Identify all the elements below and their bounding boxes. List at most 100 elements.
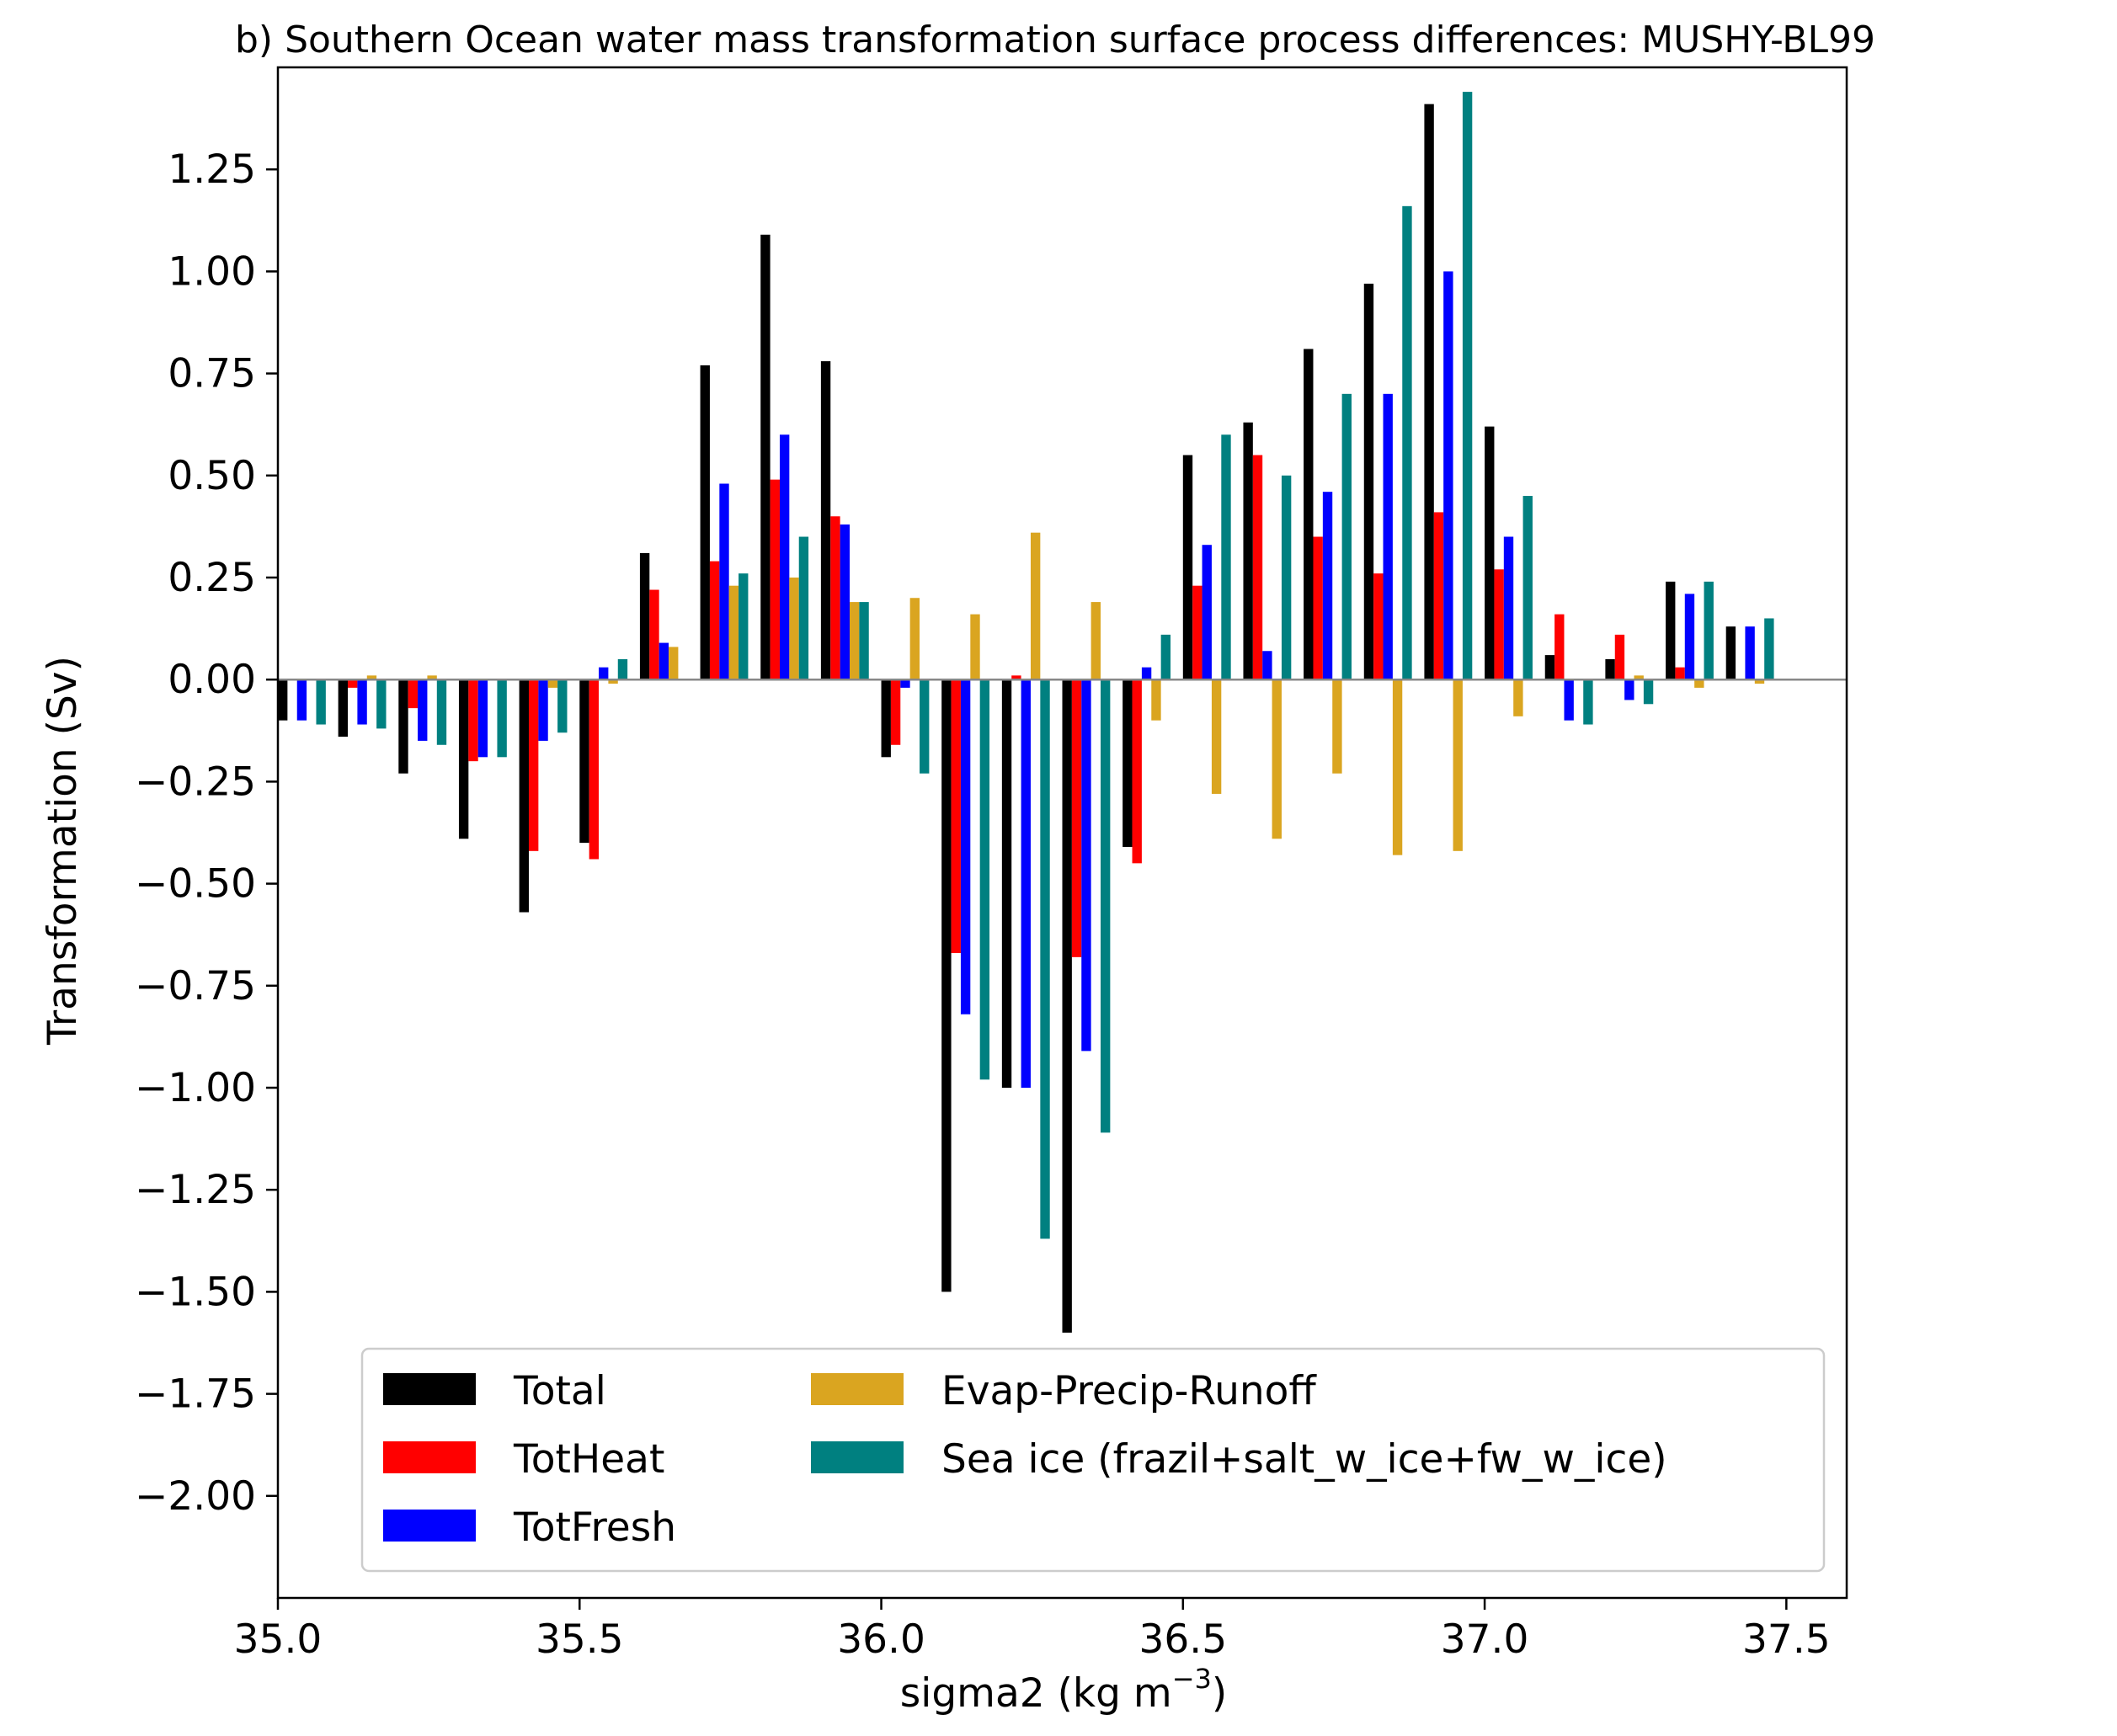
bar-total-12 bbox=[1001, 679, 1012, 1088]
x-axis-label: sigma2 (kg m−3) bbox=[900, 1663, 1227, 1717]
bar-totfresh-21 bbox=[1564, 679, 1574, 721]
x-axis: 35.0 35.5 36.0 36.5 37.0 37.5 bbox=[234, 1598, 1831, 1663]
bar-totfresh-23 bbox=[1684, 594, 1695, 680]
bar-totheat-17 bbox=[1313, 536, 1323, 680]
bar-total-9 bbox=[820, 361, 831, 680]
bar-totfresh-0 bbox=[296, 679, 307, 721]
bar-sea-ice-frazil-salt-w-ice-fw-w-ice-20 bbox=[1522, 496, 1533, 680]
bar-totheat-13 bbox=[1071, 679, 1082, 957]
bar-totfresh-10 bbox=[900, 679, 910, 688]
bar-totfresh-14 bbox=[1141, 667, 1152, 680]
bars-group bbox=[278, 92, 1774, 1333]
bar-sea-ice-frazil-salt-w-ice-fw-w-ice-5 bbox=[617, 658, 628, 680]
legend-label-totfresh: TotFresh bbox=[513, 1504, 676, 1551]
bar-evap-precip-runoff-10 bbox=[909, 598, 920, 680]
bar-totfresh-17 bbox=[1322, 492, 1333, 680]
bar-evap-precip-runoff-19 bbox=[1453, 679, 1463, 851]
y-tick-label: −2.00 bbox=[135, 1473, 256, 1520]
bar-totfresh-2 bbox=[418, 679, 428, 741]
bar-totfresh-19 bbox=[1443, 271, 1453, 680]
bar-totfresh-9 bbox=[840, 524, 851, 680]
legend-swatch-evap-precip-runoff bbox=[811, 1373, 904, 1405]
bar-sea-ice-frazil-salt-w-ice-fw-w-ice-1 bbox=[376, 679, 387, 729]
bar-totheat-14 bbox=[1132, 679, 1142, 864]
bar-totfresh-12 bbox=[1021, 679, 1031, 1088]
bar-sea-ice-frazil-salt-w-ice-fw-w-ice-8 bbox=[798, 536, 809, 680]
y-tick-label: 0.25 bbox=[168, 555, 256, 601]
bar-totheat-1 bbox=[348, 679, 358, 688]
bar-total-8 bbox=[760, 234, 771, 680]
bar-evap-precip-runoff-12 bbox=[1030, 532, 1041, 680]
bar-total-1 bbox=[338, 679, 349, 738]
bar-evap-precip-runoff-14 bbox=[1151, 679, 1161, 721]
bar-evap-precip-runoff-6 bbox=[669, 647, 679, 680]
bar-totfresh-4 bbox=[538, 679, 548, 741]
bar-total-3 bbox=[458, 679, 469, 839]
bar-total-14 bbox=[1122, 679, 1133, 847]
bar-totfresh-1 bbox=[357, 679, 367, 725]
bar-evap-precip-runoff-15 bbox=[1211, 679, 1222, 794]
bar-evap-precip-runoff-2 bbox=[427, 675, 437, 680]
bar-evap-precip-runoff-20 bbox=[1513, 679, 1523, 716]
bar-totfresh-24 bbox=[1745, 626, 1755, 680]
bar-totheat-10 bbox=[890, 679, 901, 745]
bar-total-10 bbox=[881, 679, 891, 758]
bar-sea-ice-frazil-salt-w-ice-fw-w-ice-24 bbox=[1764, 618, 1774, 680]
bar-sea-ice-frazil-salt-w-ice-fw-w-ice-2 bbox=[436, 679, 447, 745]
bar-total-23 bbox=[1666, 581, 1676, 680]
bar-total-21 bbox=[1544, 655, 1555, 680]
bar-sea-ice-frazil-salt-w-ice-fw-w-ice-15 bbox=[1221, 434, 1231, 680]
legend-label-totheat: TotHeat bbox=[513, 1436, 664, 1483]
bar-sea-ice-frazil-salt-w-ice-fw-w-ice-21 bbox=[1583, 679, 1593, 725]
bar-total-15 bbox=[1182, 455, 1193, 680]
bar-totheat-20 bbox=[1494, 569, 1504, 680]
bar-totheat-4 bbox=[528, 679, 539, 851]
bar-totfresh-5 bbox=[599, 667, 609, 680]
bar-evap-precip-runoff-16 bbox=[1272, 679, 1282, 839]
bar-evap-precip-runoff-4 bbox=[547, 679, 558, 688]
bar-sea-ice-frazil-salt-w-ice-fw-w-ice-4 bbox=[557, 679, 568, 733]
bar-totfresh-16 bbox=[1262, 651, 1272, 680]
bar-sea-ice-frazil-salt-w-ice-fw-w-ice-18 bbox=[1402, 205, 1412, 680]
y-tick-label: −1.00 bbox=[135, 1065, 256, 1111]
bar-evap-precip-runoff-13 bbox=[1090, 602, 1101, 680]
chart-title: b) Southern Ocean water mass transformat… bbox=[235, 19, 1875, 61]
legend-frame bbox=[360, 1347, 1826, 1573]
bar-evap-precip-runoff-5 bbox=[608, 679, 618, 684]
bar-sea-ice-frazil-salt-w-ice-fw-w-ice-7 bbox=[739, 573, 749, 680]
y-tick-label: −1.50 bbox=[135, 1269, 256, 1315]
bar-evap-precip-runoff-8 bbox=[789, 578, 799, 680]
x-tick-label: 37.5 bbox=[1742, 1616, 1831, 1663]
x-tick-label: 35.5 bbox=[536, 1616, 624, 1663]
y-tick-label: −0.50 bbox=[135, 861, 256, 908]
x-tick-label: 35.0 bbox=[234, 1616, 323, 1663]
bar-total-13 bbox=[1062, 679, 1072, 1333]
bar-sea-ice-frazil-salt-w-ice-fw-w-ice-17 bbox=[1341, 393, 1352, 680]
bar-totfresh-15 bbox=[1202, 545, 1212, 680]
legend-swatch-totheat bbox=[383, 1441, 476, 1473]
bar-evap-precip-runoff-24 bbox=[1754, 679, 1765, 684]
bar-totheat-21 bbox=[1554, 614, 1565, 680]
y-tick-label: 0.50 bbox=[168, 453, 256, 499]
y-axis-label: Transformation (Sv) bbox=[40, 656, 86, 1046]
bar-totheat-11 bbox=[951, 679, 961, 954]
legend: Total TotHeat TotFresh Evap-Precip-Runoff Se… bbox=[360, 1347, 1826, 1573]
x-tick-label: 36.0 bbox=[837, 1616, 925, 1663]
bar-sea-ice-frazil-salt-w-ice-fw-w-ice-22 bbox=[1643, 679, 1654, 705]
bar-sea-ice-frazil-salt-w-ice-fw-w-ice-14 bbox=[1160, 634, 1171, 680]
bar-evap-precip-runoff-23 bbox=[1694, 679, 1704, 688]
bar-sea-ice-frazil-salt-w-ice-fw-w-ice-10 bbox=[920, 679, 930, 774]
bar-evap-precip-runoff-22 bbox=[1634, 675, 1644, 680]
bar-evap-precip-runoff-17 bbox=[1332, 679, 1342, 774]
bar-totfresh-3 bbox=[477, 679, 488, 758]
bar-evap-precip-runoff-7 bbox=[728, 585, 739, 680]
bar-sea-ice-frazil-salt-w-ice-fw-w-ice-9 bbox=[859, 602, 869, 680]
legend-swatch-totfresh bbox=[383, 1510, 476, 1542]
bar-totheat-2 bbox=[408, 679, 419, 709]
bar-total-17 bbox=[1304, 349, 1314, 680]
bar-sea-ice-frazil-salt-w-ice-fw-w-ice-19 bbox=[1462, 92, 1473, 680]
bar-total-18 bbox=[1363, 283, 1374, 680]
bar-total-4 bbox=[519, 679, 529, 913]
bar-totfresh-18 bbox=[1383, 393, 1393, 680]
